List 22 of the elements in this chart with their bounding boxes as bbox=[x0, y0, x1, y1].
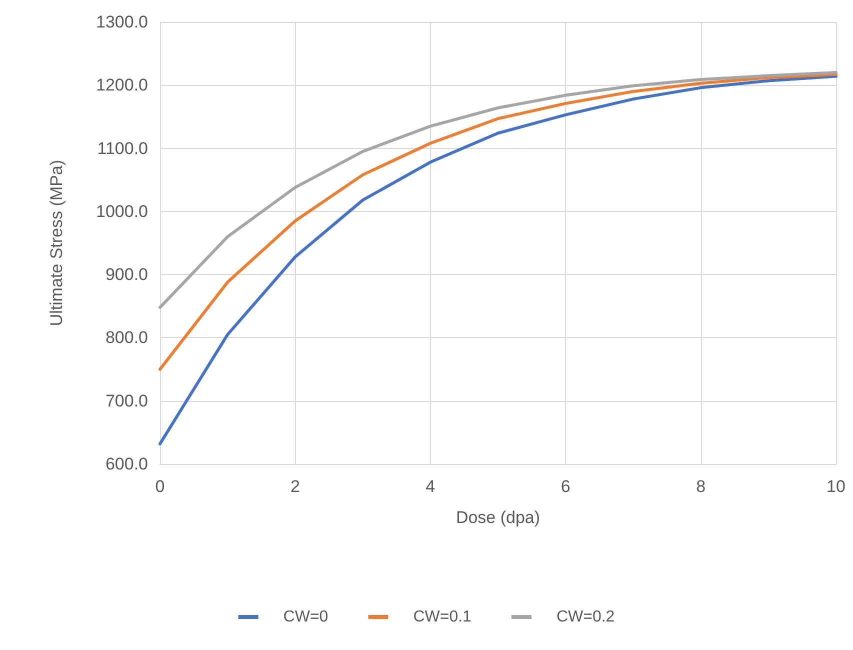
y-tick-label: 1000.0 bbox=[96, 202, 148, 221]
line-series bbox=[158, 74, 838, 446]
y-tick-label: 1200.0 bbox=[96, 76, 148, 95]
x-tick-label: 0 bbox=[155, 477, 165, 496]
y-tick-label: 700.0 bbox=[105, 391, 148, 410]
x-tick-label: 10 bbox=[826, 477, 846, 496]
y-tick-label: 900.0 bbox=[105, 265, 148, 284]
line-series bbox=[158, 72, 838, 371]
x-tick-label: 8 bbox=[696, 477, 706, 496]
legend-label: CW=0.2 bbox=[556, 608, 615, 626]
legend-label: CW=0 bbox=[283, 608, 328, 626]
x-tick-label: 2 bbox=[290, 477, 300, 496]
x-tick-label: 6 bbox=[560, 477, 570, 496]
legend-label: CW=0.1 bbox=[413, 608, 472, 626]
x-tick-label: 4 bbox=[426, 477, 436, 496]
line-series bbox=[158, 71, 838, 309]
x-axis-title: Dose (dpa) bbox=[456, 508, 540, 527]
y-tick-label: 800.0 bbox=[105, 328, 148, 348]
y-tick-label: 1300.0 bbox=[96, 12, 148, 32]
y-tick-label: 600.0 bbox=[105, 454, 148, 474]
y-tick-label: 1100.0 bbox=[97, 138, 148, 158]
y-axis-title: Ultimate Stress (MPa) bbox=[47, 160, 66, 326]
